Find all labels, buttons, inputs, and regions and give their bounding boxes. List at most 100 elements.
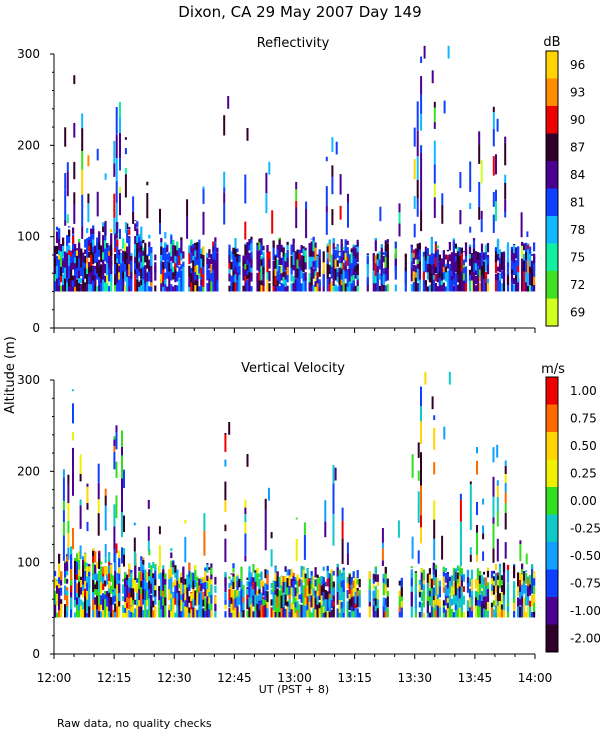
echo-cell	[337, 286, 339, 291]
echo-cell	[447, 598, 449, 603]
echo-cell	[78, 570, 80, 577]
echo-cell	[210, 580, 212, 585]
echo-cell	[347, 247, 349, 257]
echo-cell	[238, 612, 240, 618]
echo-cell	[271, 583, 273, 588]
echo-cell	[68, 226, 70, 227]
echo-cell	[142, 248, 144, 267]
echo-cell	[460, 522, 462, 544]
echo-cell	[417, 108, 419, 131]
echo-cell	[487, 243, 489, 252]
echo-cell	[382, 543, 384, 549]
echo-cell	[481, 211, 483, 219]
echo-cell	[343, 250, 345, 260]
echo-cell	[441, 258, 443, 264]
echo-cell	[122, 285, 124, 291]
echo-cell	[307, 609, 309, 617]
echo-cell	[415, 571, 417, 572]
echo-cell	[64, 173, 66, 190]
echo-cell	[470, 481, 472, 484]
echo-cell	[238, 255, 240, 262]
echo-cell	[206, 263, 208, 275]
echo-cell	[62, 274, 64, 285]
echo-cell	[159, 223, 161, 234]
colorbar-label: 96	[570, 58, 585, 72]
echo-cell	[164, 232, 166, 239]
echo-cell	[313, 285, 315, 292]
echo-cell	[431, 237, 433, 247]
echo-cell	[497, 589, 499, 601]
echo-cell	[273, 241, 275, 248]
echo-cell	[419, 612, 421, 617]
echo-cell	[431, 588, 433, 594]
echo-cell	[311, 241, 313, 250]
echo-cell	[159, 545, 161, 567]
echo-cell	[66, 591, 68, 596]
echo-cell	[315, 568, 317, 577]
echo-cell	[246, 242, 248, 249]
echo-cell	[214, 596, 216, 604]
echo-cell	[323, 577, 325, 584]
echo-cell	[108, 286, 110, 291]
colorbar-swatch	[546, 161, 558, 189]
echo-cell	[297, 601, 299, 610]
echo-cell	[411, 591, 413, 600]
echo-cell	[327, 579, 329, 587]
echo-cell	[170, 256, 172, 261]
echo-cell	[176, 285, 178, 291]
echo-cell	[420, 421, 422, 444]
echo-cell	[529, 247, 531, 254]
echo-cell	[331, 599, 333, 609]
echo-cell	[479, 253, 481, 258]
echo-cell	[329, 277, 331, 284]
echo-cell	[525, 243, 527, 252]
echo-cell	[80, 284, 82, 291]
echo-cell	[72, 228, 74, 234]
echo-cell	[495, 201, 497, 221]
echo-cell	[331, 255, 333, 267]
echo-cell	[339, 256, 341, 263]
echo-cell	[266, 245, 268, 252]
echo-cell	[160, 573, 162, 582]
echo-cell	[230, 573, 232, 574]
echo-cell	[347, 194, 349, 203]
echo-cell	[437, 578, 439, 585]
echo-cell	[240, 567, 242, 571]
echo-cell	[531, 612, 533, 617]
echo-cell	[411, 245, 413, 247]
echo-cell	[481, 219, 483, 232]
echo-cell	[299, 604, 301, 612]
echo-cell	[275, 566, 277, 573]
echo-cell	[323, 567, 325, 571]
echo-cell	[315, 242, 317, 247]
echo-cell	[425, 250, 427, 260]
echo-cell	[130, 606, 132, 612]
echo-cell	[423, 613, 425, 618]
echo-cell	[119, 187, 121, 193]
colorbar-label: 0.75	[570, 411, 597, 425]
echo-cell	[485, 245, 487, 253]
echo-cell	[80, 545, 82, 559]
echo-cell	[132, 196, 134, 211]
echo-cell	[260, 238, 262, 245]
echo-cell	[382, 528, 384, 543]
echo-cell	[244, 222, 246, 240]
echo-cell	[72, 528, 74, 549]
echo-cell	[405, 263, 407, 271]
echo-cell	[134, 538, 136, 552]
echo-cell	[124, 286, 126, 292]
echo-cell	[58, 577, 60, 584]
echo-cell	[192, 581, 194, 590]
echo-cell	[224, 435, 226, 452]
echo-cell	[499, 249, 501, 257]
echo-cell	[87, 484, 89, 487]
echo-cell	[447, 572, 449, 574]
echo-cell	[411, 566, 413, 568]
echo-cell	[268, 271, 270, 281]
echo-cell	[66, 587, 68, 606]
echo-cell	[311, 571, 313, 576]
echo-cell	[333, 536, 335, 545]
echo-cell	[519, 573, 521, 575]
echo-cell	[198, 579, 200, 586]
echo-cell	[66, 235, 68, 236]
